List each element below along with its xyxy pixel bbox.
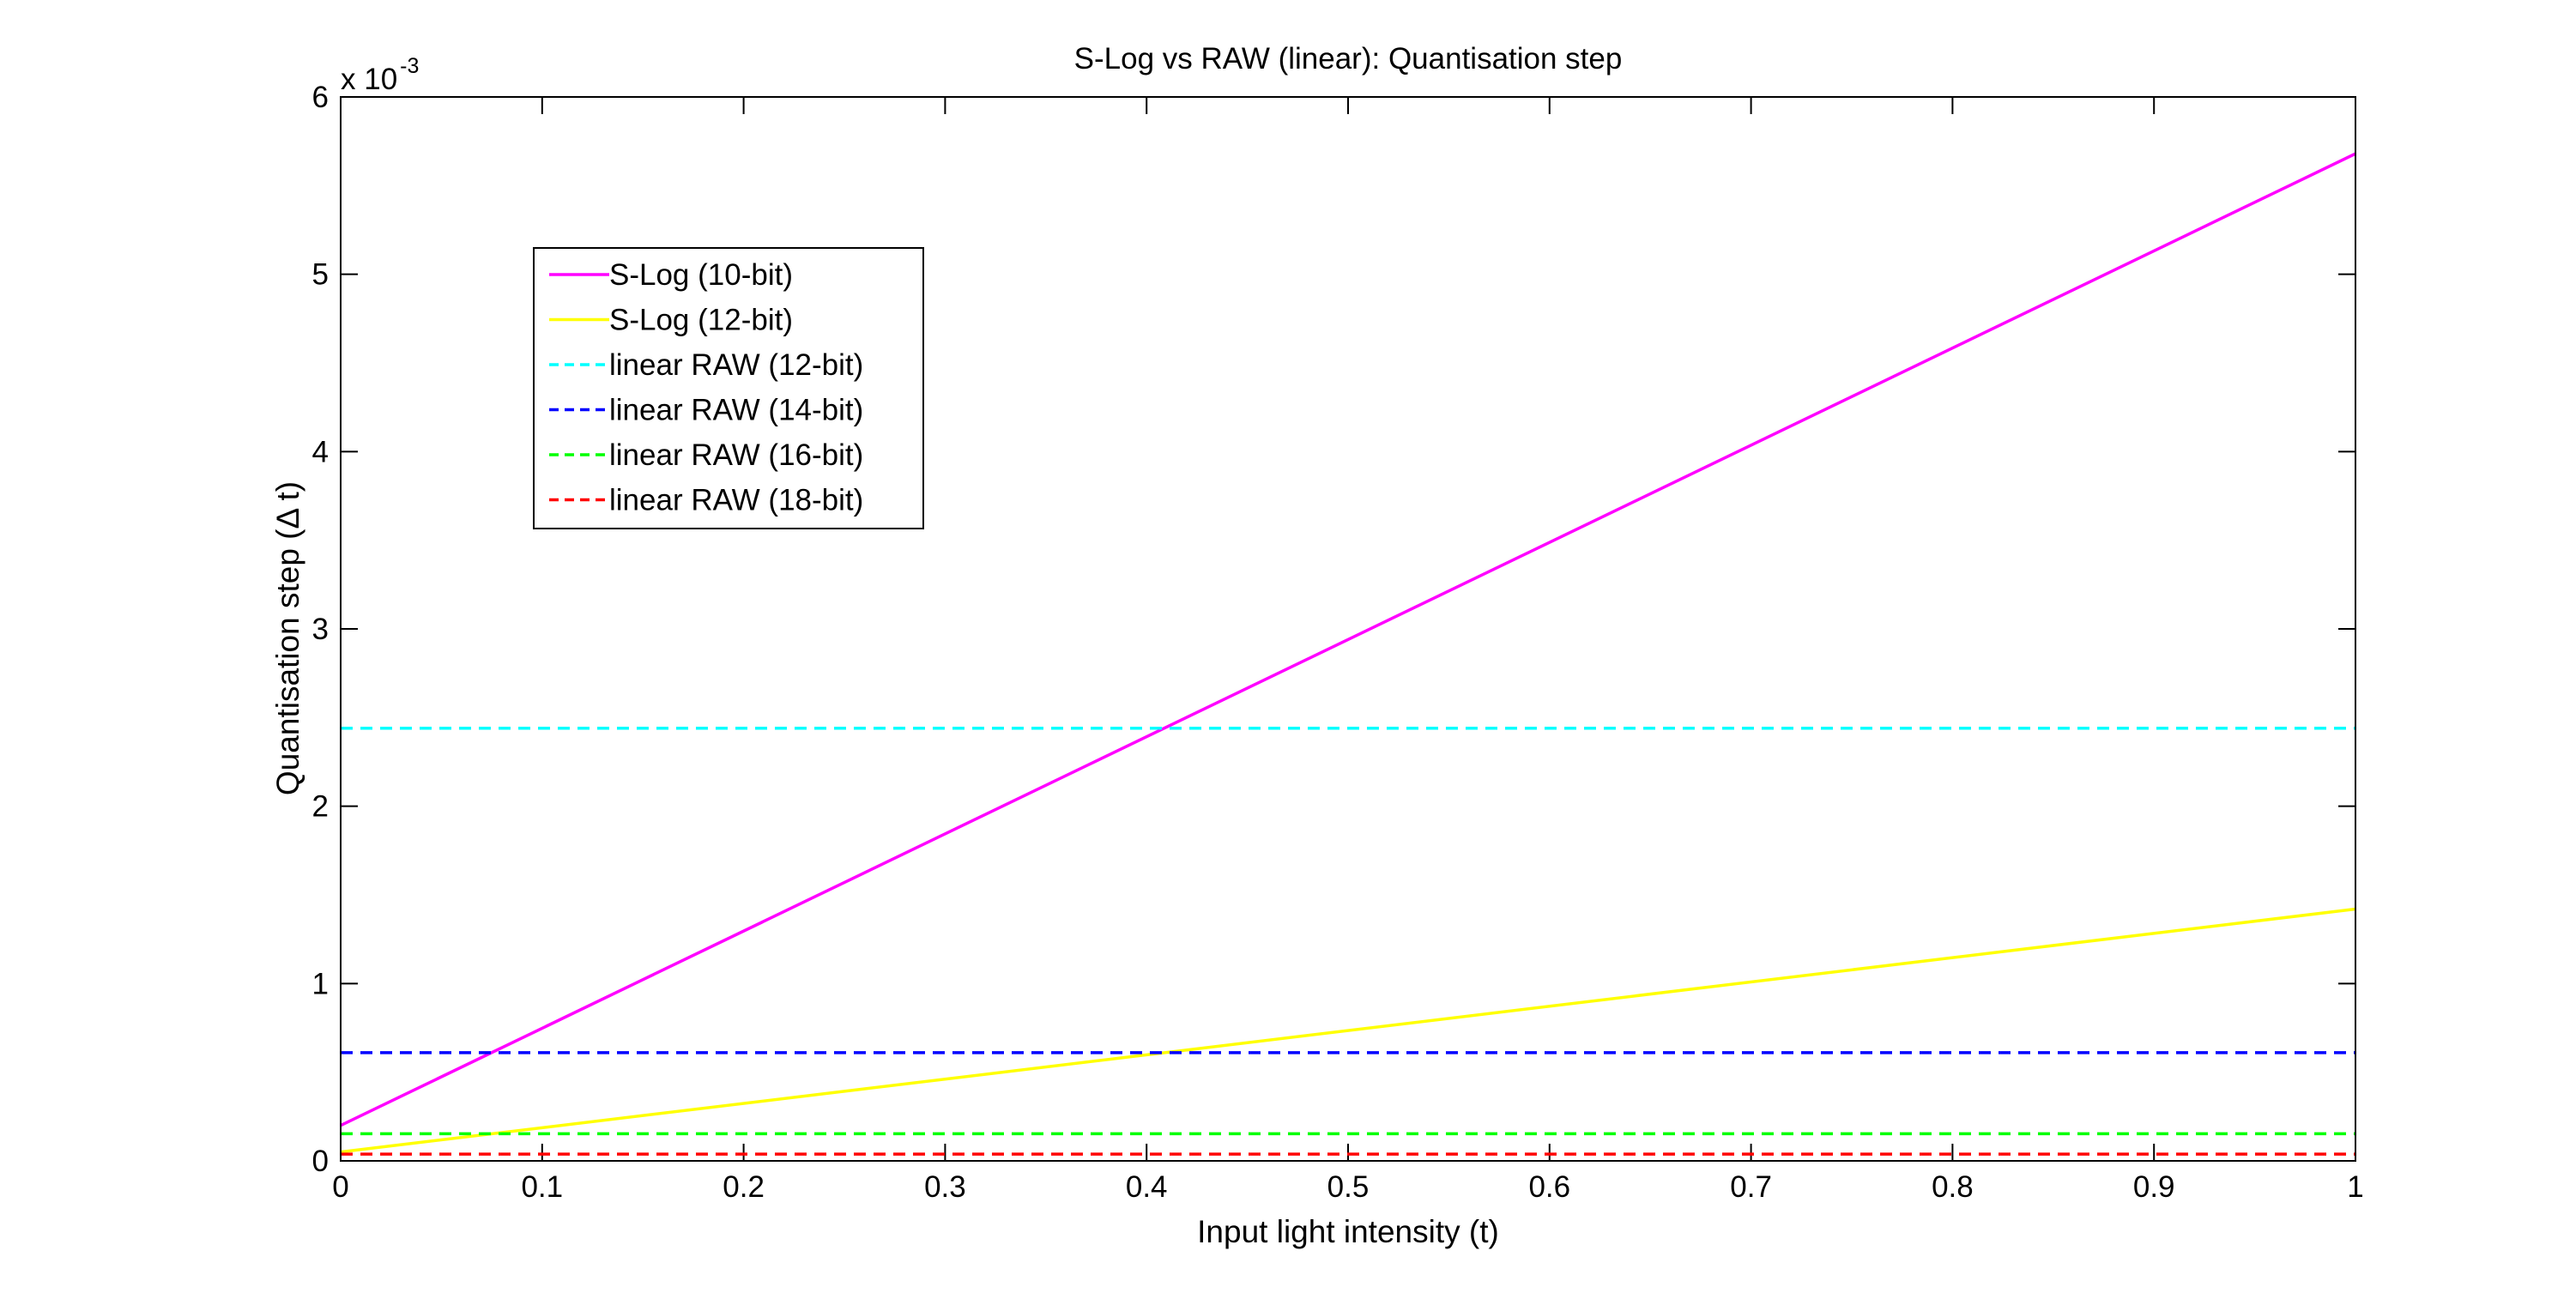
x-tick-label: 0.6 — [1528, 1170, 1570, 1204]
legend-label-1: S-Log (10-bit) — [609, 258, 793, 292]
x-tick-label: 0.3 — [924, 1170, 966, 1204]
legend-label-3: linear RAW (12-bit) — [609, 348, 863, 382]
y-tick-label: 6 — [312, 81, 329, 114]
legend-label-4: linear RAW (14-bit) — [609, 394, 863, 427]
y-axis-exponent: x 10 -3 — [341, 54, 419, 96]
x-tick-label: 0 — [332, 1170, 348, 1204]
y-tick-label: 5 — [312, 258, 329, 292]
series-line-2 — [340, 907, 2356, 1154]
axes-box — [340, 96, 2356, 1162]
legend-label-6: linear RAW (18-bit) — [609, 484, 863, 517]
x-tick-label: 0.7 — [1730, 1170, 1772, 1204]
x-tick-label: 1 — [2347, 1170, 2363, 1204]
series-line-1 — [340, 152, 2356, 1127]
y-axis-exponent-base: x 10 — [341, 63, 397, 96]
chart-title: S-Log vs RAW (linear): Quantisation step — [1074, 42, 1623, 76]
x-tick-label: 0.2 — [723, 1170, 765, 1204]
x-tick-label: 0.9 — [2133, 1170, 2175, 1204]
y-axis-exponent-power: -3 — [400, 54, 419, 78]
x-tick-label: 0.8 — [1932, 1170, 1974, 1204]
legend-label-5: linear RAW (16-bit) — [609, 438, 863, 472]
x-axis-label: Input light intensity (t) — [1197, 1214, 1499, 1249]
y-tick-label: 4 — [312, 435, 329, 468]
series-lines — [340, 152, 2356, 1156]
legend: S-Log (10-bit) S-Log (12-bit) linear RAW (… — [533, 247, 924, 529]
y-tick-label: 1 — [312, 967, 329, 1000]
x-tick-label: 0.1 — [521, 1170, 563, 1204]
x-tick-label: 0.4 — [1126, 1170, 1168, 1204]
y-tick-label: 2 — [312, 790, 329, 824]
x-tick-label: 0.5 — [1327, 1170, 1370, 1204]
tick-labels: 0 0.1 0.2 0.3 0.4 0.5 0.6 0.7 0.8 0.9 1 0 1 2 3 4 5 6 — [312, 81, 2364, 1204]
y-tick-label: 3 — [312, 613, 329, 646]
legend-label-2: S-Log (12-bit) — [609, 304, 793, 337]
y-axis-label: Quantisation step (Δ t) — [270, 481, 305, 795]
legend-box — [533, 247, 924, 529]
y-tick-label: 0 — [312, 1145, 329, 1178]
